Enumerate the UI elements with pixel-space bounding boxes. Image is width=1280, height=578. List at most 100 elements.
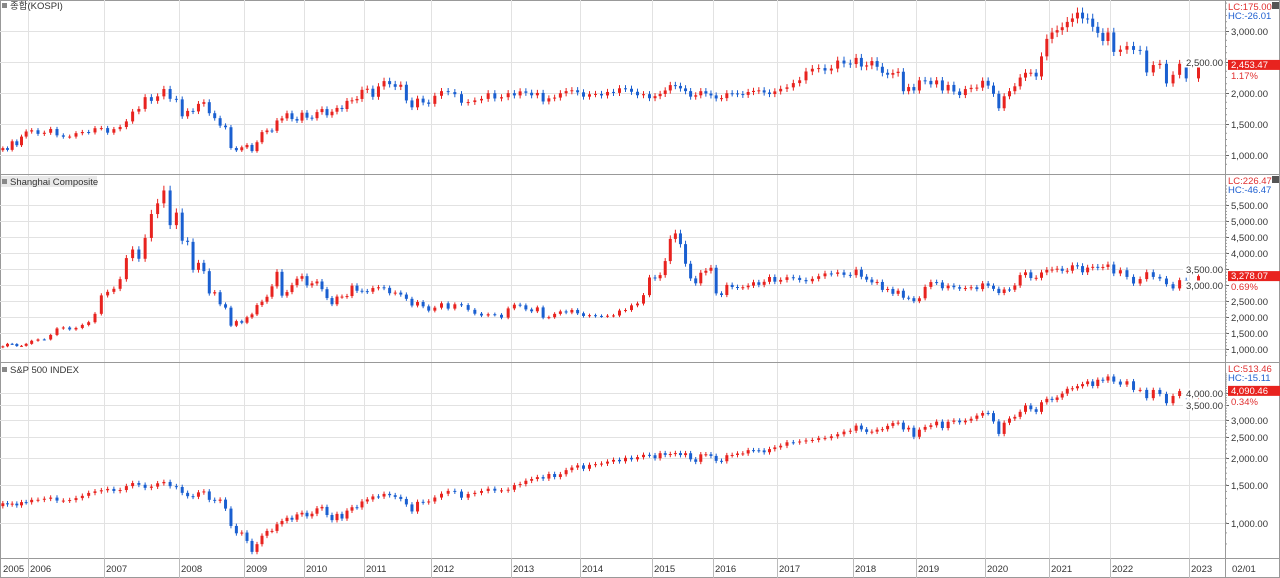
candle-body (388, 493, 392, 496)
y-tick-label: 4,500.00 (1231, 233, 1268, 244)
pane-menu-icon[interactable] (2, 3, 7, 8)
candle-body (870, 431, 874, 433)
candle-body (1132, 381, 1136, 390)
candle (30, 497, 34, 505)
candle (305, 273, 309, 288)
candle-body (330, 111, 334, 116)
candle (694, 92, 698, 100)
candle (725, 452, 729, 464)
x-tick-label: 2014 (582, 564, 603, 575)
pane-menu-icon[interactable] (2, 367, 7, 372)
candle (1145, 269, 1149, 282)
candle-body (345, 100, 349, 109)
candle (907, 83, 911, 95)
candle-body (260, 535, 264, 545)
candle-body (658, 275, 662, 279)
candle (320, 106, 324, 115)
candle (606, 459, 609, 466)
candle (61, 326, 65, 330)
candle (854, 266, 858, 278)
candle (325, 106, 329, 118)
candle-body (460, 94, 463, 103)
candle (421, 499, 425, 505)
candle (340, 294, 344, 299)
candle-body (880, 66, 884, 73)
candle-body (131, 249, 135, 259)
candle-body (848, 274, 852, 276)
candle-body (1101, 266, 1105, 268)
candle (1106, 374, 1110, 383)
candle (399, 290, 403, 297)
candle (746, 88, 750, 98)
candle-body (1040, 402, 1043, 412)
candle-body (658, 453, 662, 459)
candle (594, 461, 597, 468)
candle (912, 83, 916, 94)
candle-body (80, 324, 84, 328)
candle (453, 488, 457, 494)
pane-title-shanghai[interactable]: Shanghai Composite (1, 176, 98, 188)
candle-body (1018, 77, 1022, 87)
pane-title-kospi[interactable]: 종합(KOSPI) (2, 1, 63, 12)
candle (55, 327, 59, 337)
candle (335, 105, 339, 115)
candle-body (42, 339, 46, 341)
candle (518, 88, 522, 99)
candle-body (382, 81, 386, 87)
candle-body (399, 84, 403, 87)
candle-body (576, 465, 580, 468)
x-tick-label: 2012 (433, 564, 454, 575)
candle-body (785, 87, 789, 89)
candle (6, 342, 9, 348)
candle-body (842, 60, 846, 64)
maximize-pane-icon[interactable] (1272, 176, 1279, 183)
candle (875, 427, 879, 435)
candle-body (658, 93, 662, 97)
maximize-pane-icon[interactable] (1272, 2, 1279, 9)
candle (1029, 403, 1033, 412)
candle (500, 94, 503, 102)
candle-body (618, 88, 621, 93)
candle (612, 457, 615, 464)
candle (570, 465, 574, 473)
candle-body (663, 453, 667, 455)
candle (265, 128, 269, 135)
candle-body (901, 71, 905, 92)
candle (330, 512, 334, 523)
candle-body (68, 500, 72, 502)
candle (836, 56, 840, 73)
candle-body (570, 309, 574, 313)
candle (558, 90, 562, 101)
candle (6, 500, 9, 507)
x-tick-label: 2009 (246, 564, 267, 575)
pane-menu-icon[interactable] (2, 179, 7, 184)
pane-title-sp500[interactable]: S&P 500 INDEX (2, 365, 80, 376)
candle (433, 495, 437, 504)
candle-body (969, 418, 973, 421)
candle-body (1, 503, 5, 507)
candle (1050, 27, 1054, 44)
candle-body (1013, 416, 1017, 419)
candle-body (466, 494, 470, 498)
y-tick-label: 2,000.00 (1231, 454, 1268, 465)
candle (986, 410, 990, 416)
pane-title: 종합(KOSPI) (10, 1, 63, 12)
candle (270, 283, 274, 299)
candle-body (798, 277, 802, 281)
candle (99, 487, 103, 494)
candle-body (320, 506, 324, 509)
candle-body (87, 492, 91, 496)
candle (480, 488, 483, 496)
candle-body (570, 467, 574, 471)
candle (382, 77, 386, 90)
candle (810, 437, 814, 443)
candle-body (1171, 396, 1175, 404)
last-price: 3,278.07 (1231, 271, 1268, 282)
candle (250, 143, 254, 153)
candle (642, 452, 645, 460)
candle-body (350, 100, 354, 102)
candle (229, 305, 233, 328)
candle (137, 106, 141, 115)
candle (112, 486, 116, 494)
